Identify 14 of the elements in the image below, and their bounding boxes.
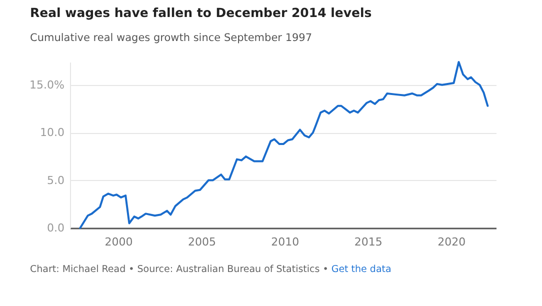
line-series: [79, 61, 489, 229]
y-tick-label: 10.0: [40, 126, 64, 140]
chart-subtitle: Cumulative real wages growth since September 1997: [30, 32, 312, 44]
x-tick-label: 2000: [104, 236, 133, 248]
text: Chart: Michael Read • Source: Australian Bureau of Statistics •: [30, 264, 328, 275]
x-tick-label: 2015: [354, 236, 382, 248]
text: Get the data: [330, 264, 392, 275]
y-tick-label: 0.0: [47, 222, 64, 234]
x-tick-label: 2010: [271, 236, 300, 248]
y-tick-label: 5.0: [47, 174, 64, 187]
y-tick-label: 15.0%: [30, 78, 64, 92]
x-tick-label: 2005: [188, 236, 216, 248]
x-tick-label: 2020: [438, 236, 466, 248]
chart-title: Real wages have fallen to December 2014 levels: [30, 5, 372, 20]
